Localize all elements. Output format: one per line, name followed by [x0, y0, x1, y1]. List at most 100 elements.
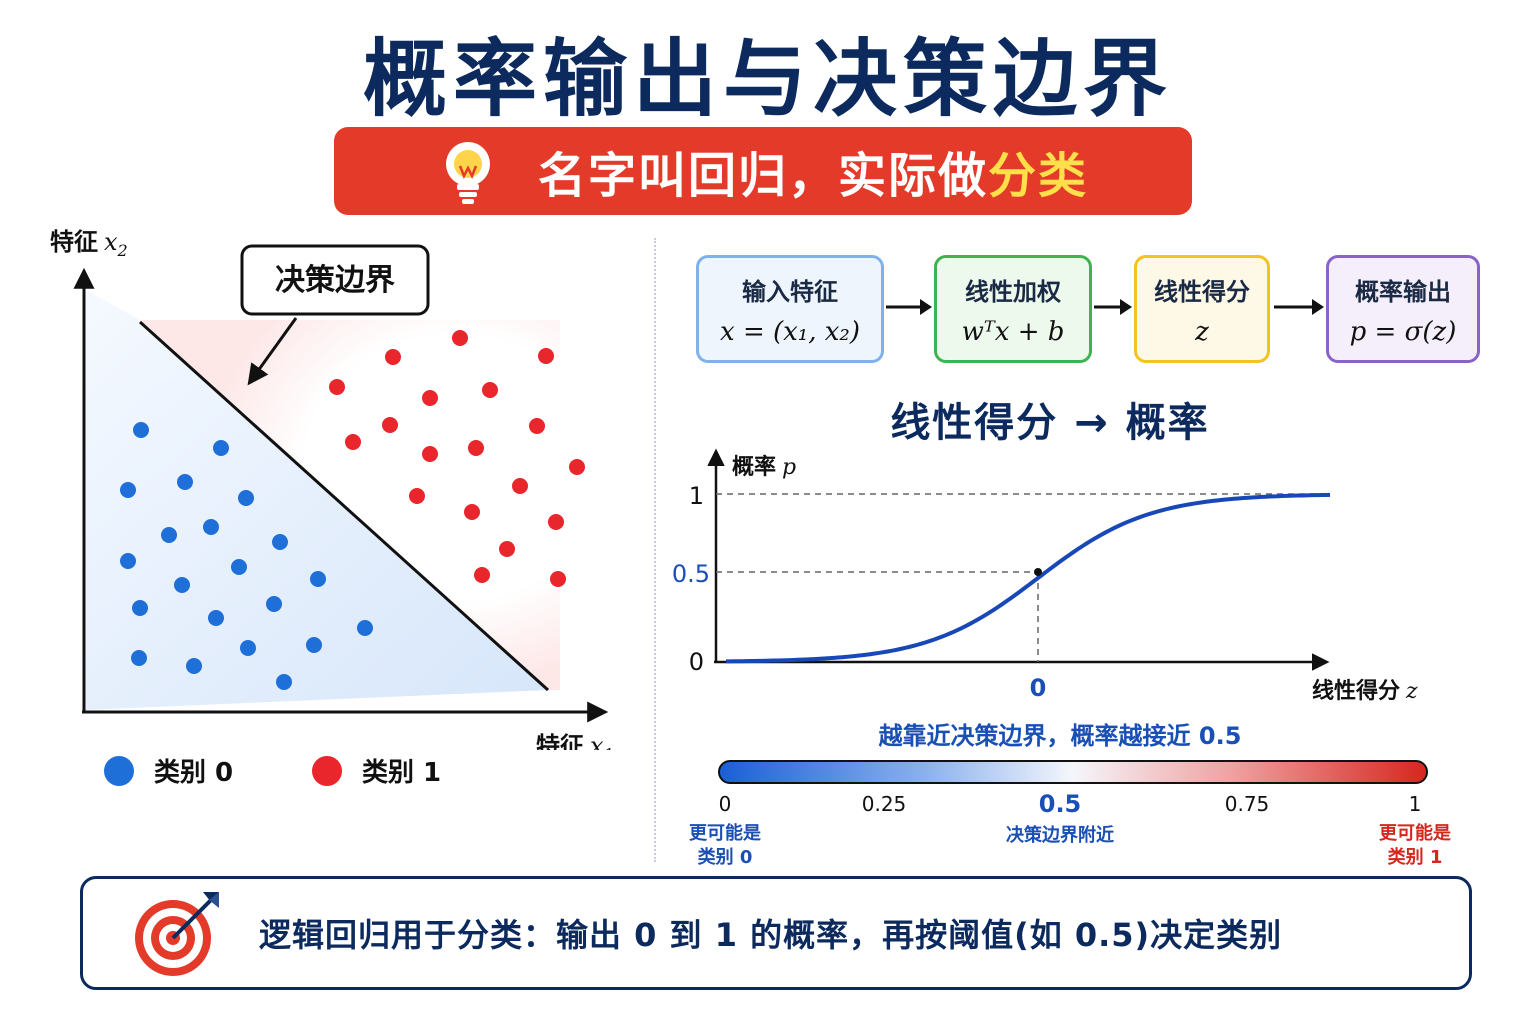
class1-points	[329, 330, 585, 587]
class1-point	[422, 390, 438, 406]
colorbar-tick-1: 1	[1408, 792, 1422, 816]
class1-point	[474, 567, 490, 583]
y-axis-label: 概率 p	[732, 454, 796, 480]
arrow-right-icon	[886, 299, 932, 315]
class0-point	[310, 571, 326, 587]
class0-point	[161, 527, 177, 543]
pipeline-box-input: 输入特征 x = (x₁, x₂)	[696, 255, 884, 363]
pipeline-box-formula: wᵀx + b	[961, 316, 1065, 347]
class0-point	[213, 440, 229, 456]
summary-box: 逻辑回归用于分类：输出 0 到 1 的概率，再按阈值(如 0.5)决定类别	[80, 876, 1472, 990]
y-tick-1: 1	[689, 482, 704, 510]
class0-point	[133, 422, 149, 438]
class1-point	[422, 446, 438, 462]
class0-point	[186, 658, 202, 674]
class0-point	[238, 490, 254, 506]
class0-region	[86, 290, 548, 710]
legend-dot-class1	[312, 755, 342, 786]
x-axis-label: 特征x1	[536, 732, 614, 750]
class0-point	[208, 610, 224, 626]
banner-text: 名字叫回归，实际做	[537, 148, 988, 204]
colorbar-right-desc: 更可能是 类别 1	[1379, 823, 1451, 868]
colorbar-title: 越靠近决策边界，概率越接近 0.5	[878, 722, 1242, 750]
colorbar-tick-075: 0.75	[1224, 792, 1270, 816]
class1-point	[550, 571, 566, 587]
pipeline-box-title: 线性加权	[965, 277, 1061, 306]
class0-point	[306, 637, 322, 653]
class0-point	[203, 519, 219, 535]
target-icon	[135, 892, 219, 976]
class1-region	[140, 320, 560, 690]
sigmoid-chart: 概率 p 1 0.5 0 0 线性得分 z	[672, 448, 1418, 704]
class0-points	[120, 422, 373, 690]
class1-point	[529, 418, 545, 434]
legend-label-class1: 类别 1	[362, 758, 442, 788]
class1-point	[482, 382, 498, 398]
class1-point	[569, 459, 585, 475]
class0-point	[131, 650, 147, 666]
pipeline-box-title: 概率输出	[1355, 277, 1451, 306]
class1-point	[499, 541, 515, 557]
sigmoid-title: 线性得分 → 概率	[890, 400, 1210, 446]
class0-point	[231, 559, 247, 575]
x-tick-0: 0	[1030, 674, 1047, 702]
subtitle-banner: 名字叫回归，实际做 分类	[334, 127, 1192, 215]
class1-point	[385, 349, 401, 365]
arrow-right-icon	[1094, 299, 1132, 315]
class1-point	[329, 379, 345, 395]
class0-point	[266, 596, 282, 612]
panel-divider	[654, 238, 656, 862]
legend-label-class0: 类别 0	[154, 758, 234, 788]
class0-point	[120, 553, 136, 569]
class1-point	[409, 488, 425, 504]
legend-class1: 类别 1	[312, 752, 441, 789]
probability-colorbar	[718, 760, 1428, 784]
class1-point	[538, 348, 554, 364]
y-tick-0: 0	[689, 648, 704, 676]
sigmoid-curve	[725, 492, 1331, 664]
class1-point	[345, 434, 361, 450]
callout-arrow	[247, 317, 298, 386]
pipeline-box-formula: x = (x₁, x₂)	[720, 316, 860, 347]
pipeline-box-probability: 概率输出 p = σ(z)	[1326, 255, 1480, 363]
class0-point	[272, 534, 288, 550]
class1-point	[464, 504, 480, 520]
pipeline-box-linear: 线性加权 wᵀx + b	[934, 255, 1092, 363]
pipeline-box-formula: p = σ(z)	[1349, 316, 1457, 347]
banner-highlight: 分类	[988, 148, 1089, 204]
class1-point	[382, 417, 398, 433]
colorbar-mid-desc: 决策边界附近	[1006, 825, 1114, 846]
class0-point	[174, 577, 190, 593]
class1-point	[452, 330, 468, 346]
y-tick-05: 0.5	[672, 560, 710, 588]
class0-point	[120, 482, 136, 498]
class0-point	[132, 600, 148, 616]
y-axis-label: 特征 x2	[50, 228, 128, 260]
page-title: 概率输出与决策边界	[362, 30, 1173, 128]
pipeline-box-title: 输入特征	[742, 277, 838, 306]
midpoint-marker	[1034, 568, 1042, 576]
boundary-callout	[240, 244, 430, 316]
class1-point	[512, 478, 528, 494]
class0-point	[177, 474, 193, 490]
colorbar-left-desc: 更可能是 类别 0	[689, 823, 761, 868]
arrow-right-icon	[1274, 299, 1324, 315]
pipeline-box-score: 线性得分 z	[1134, 255, 1270, 363]
pipeline-box-title: 线性得分	[1154, 277, 1250, 306]
class1-point	[468, 440, 484, 456]
summary-text: 逻辑回归用于分类：输出 0 到 1 的概率，再按阈值(如 0.5)决定类别	[259, 916, 1283, 954]
legend-dot-class0	[104, 755, 134, 786]
x-axis-label: 线性得分 z	[1312, 678, 1418, 704]
class0-point	[357, 620, 373, 636]
legend-class0: 类别 0	[104, 752, 233, 789]
lightbulb-icon	[445, 142, 490, 204]
pipeline-box-formula: z	[1195, 316, 1209, 347]
colorbar-tick-05: 0.5	[1038, 790, 1082, 818]
class0-point	[240, 640, 256, 656]
class0-point	[276, 674, 292, 690]
colorbar-tick-025: 0.25	[861, 792, 907, 816]
boundary-callout-label: 决策边界	[275, 263, 395, 298]
decision-boundary-line	[138, 320, 550, 692]
colorbar-tick-0: 0	[718, 792, 732, 816]
